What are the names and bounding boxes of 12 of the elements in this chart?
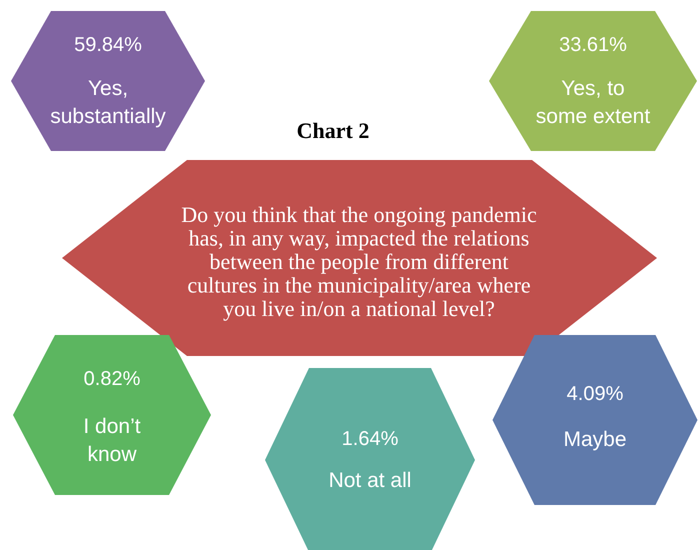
data-label: 33.61% bbox=[559, 34, 628, 56]
category-label: Not at all bbox=[328, 469, 412, 492]
category-label: Yes, to some extent bbox=[536, 77, 650, 128]
category-label: I don’t know bbox=[83, 415, 141, 466]
data-label: 1.64% bbox=[342, 428, 399, 450]
data-label: 4.09% bbox=[566, 383, 624, 405]
data-label: 59.84% bbox=[74, 34, 142, 56]
text: Chart 2 bbox=[296, 118, 370, 143]
data-label: 0.82% bbox=[84, 368, 141, 390]
category-label: Yes, substantially bbox=[50, 77, 166, 128]
category-label: Maybe bbox=[563, 428, 627, 451]
text: Do you think that the ongoing pandemic has, in any way, impacted the relations between the people from different cultures in the municipality/area where you live in/on a national level? bbox=[181, 202, 538, 321]
